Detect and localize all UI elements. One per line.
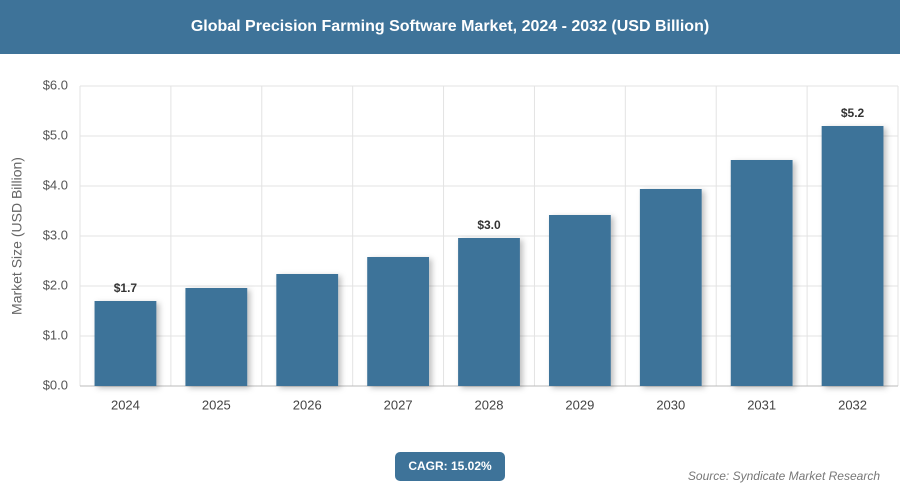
x-tick-label: 2029 (565, 397, 594, 412)
bar (185, 288, 248, 386)
x-tick-label: 2025 (202, 397, 231, 412)
source-note: Source: Syndicate Market Research (688, 469, 880, 483)
y-tick-label: $0.0 (43, 377, 68, 392)
bar (458, 238, 520, 386)
cagr-badge (395, 452, 505, 481)
cagr-label: CAGR: 15.02% (408, 459, 492, 473)
y-tick-label: $3.0 (43, 227, 68, 242)
value-label: $5.2 (841, 106, 865, 120)
x-tick-label: 2027 (384, 397, 413, 412)
bar (94, 301, 157, 386)
y-axis-title: Market Size (USD Billion) (9, 157, 25, 315)
y-tick-label: $5.0 (43, 127, 68, 142)
bar (276, 274, 339, 386)
bar (367, 257, 430, 386)
header-band (0, 0, 900, 54)
value-label: $3.0 (477, 218, 501, 232)
x-tick-label: 2028 (475, 397, 504, 412)
bar (548, 215, 611, 386)
bar (730, 160, 793, 386)
y-tick-label: $2.0 (43, 277, 68, 292)
y-tick-label: $6.0 (43, 77, 68, 92)
x-tick-label: 2032 (838, 397, 867, 412)
bar (821, 126, 884, 386)
bar (639, 189, 702, 386)
y-tick-label: $4.0 (43, 177, 68, 192)
y-tick-label: $1.0 (43, 327, 68, 342)
x-tick-label: 2026 (293, 397, 322, 412)
x-tick-label: 2031 (747, 397, 776, 412)
value-label: $1.7 (114, 281, 138, 295)
x-tick-label: 2024 (111, 397, 140, 412)
chart-title: Global Precision Farming Software Market… (191, 18, 709, 35)
x-tick-label: 2030 (656, 397, 685, 412)
